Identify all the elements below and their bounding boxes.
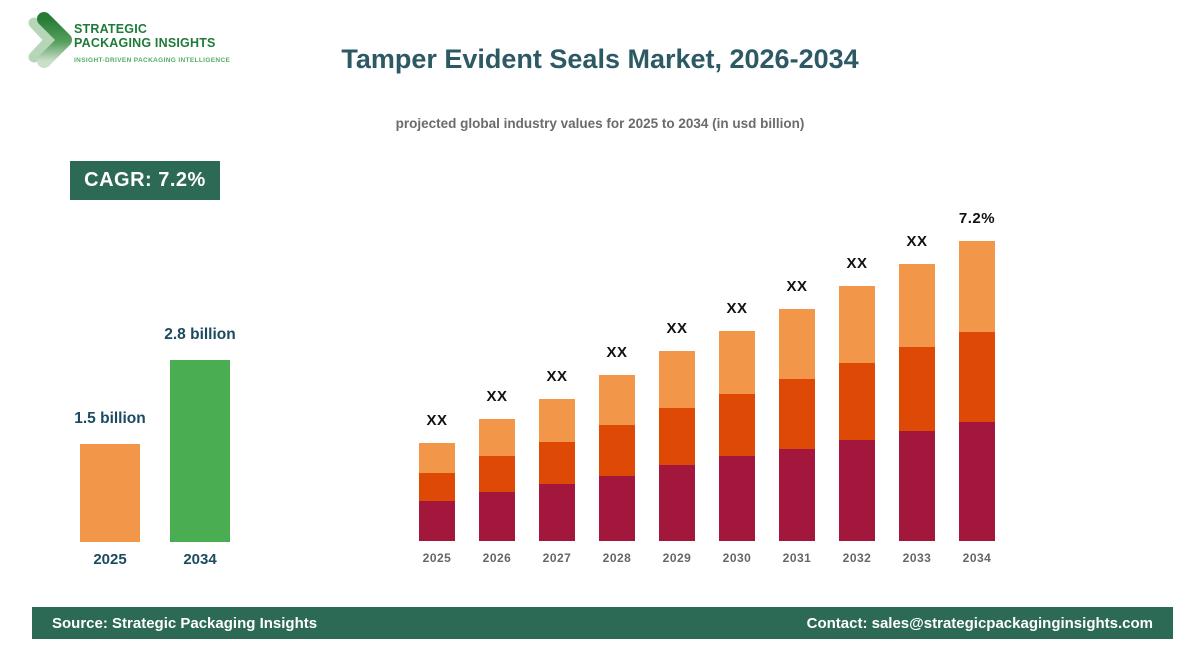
segment-middle	[779, 379, 815, 449]
stacked-bar	[479, 419, 515, 541]
logo: STRATEGIC PACKAGING INSIGHTS INSIGHT-DRI…	[28, 8, 230, 72]
mini-bar-year-label: 2034	[183, 551, 217, 568]
segment-top	[479, 419, 515, 456]
segment-top	[599, 375, 635, 425]
stacked-bar	[779, 309, 815, 541]
segment-middle	[599, 425, 635, 476]
stacked-bar-year-label: 2025	[422, 551, 452, 565]
mini-bar-column: 2.8 billion 2034	[164, 326, 235, 568]
stacked-bar-column: XX 2032	[827, 205, 887, 565]
stacked-bar-value-label: XX	[486, 388, 508, 405]
stacked-bar-value-label: XX	[726, 300, 748, 317]
stacked-bar-year-label: 2033	[902, 551, 932, 565]
segment-bottom	[479, 492, 515, 541]
stacked-bar-value-label: XX	[606, 344, 628, 361]
segment-middle	[899, 347, 935, 431]
footer-source: Source: Strategic Packaging Insights	[52, 614, 318, 632]
summary-bar-chart: 1.5 billion 2025 2.8 billion 2034	[60, 320, 260, 580]
segment-bottom	[719, 456, 755, 541]
stacked-bar	[599, 375, 635, 541]
stacked-bar-year-label: 2029	[662, 551, 692, 565]
stacked-bar-year-label: 2028	[602, 551, 632, 565]
stacked-bar	[959, 241, 995, 541]
stacked-bar-column: XX 2029	[647, 205, 707, 565]
stacked-bar-column: XX 2027	[527, 205, 587, 565]
logo-name-line1: STRATEGIC	[74, 22, 148, 36]
double-chevron-right-icon	[28, 12, 72, 68]
stacked-bar-value-label: 7.2%	[958, 210, 996, 227]
logo-name-line2: PACKAGING INSIGHTS	[74, 36, 216, 50]
segment-top	[899, 264, 935, 347]
stacked-bar-value-label: XX	[786, 278, 808, 295]
segment-bottom	[599, 476, 635, 541]
mini-bar	[80, 444, 140, 542]
page-title: Tamper Evident Seals Market, 2026-2034	[341, 44, 859, 74]
segment-bottom	[899, 431, 935, 541]
segment-top	[419, 443, 455, 473]
stacked-bar	[719, 331, 755, 541]
stacked-bar-year-label: 2026	[482, 551, 512, 565]
stacked-bar-value-label: XX	[546, 368, 568, 385]
stacked-bar-column: XX 2028	[587, 205, 647, 565]
stacked-bar-column: 7.2% 2034	[947, 205, 1007, 565]
page-subtitle: projected global industry values for 202…	[395, 116, 805, 131]
mini-bar-year-label: 2025	[93, 551, 127, 568]
segment-middle	[959, 332, 995, 422]
stacked-bar	[899, 264, 935, 541]
segment-top	[779, 309, 815, 379]
segment-middle	[539, 442, 575, 484]
stacked-bar	[659, 351, 695, 541]
segment-middle	[479, 456, 515, 492]
mini-bar-value-label: 1.5 billion	[74, 410, 146, 427]
mini-bar-value-label: 2.8 billion	[164, 326, 236, 343]
stacked-bar-column: XX 2033	[887, 205, 947, 565]
footer-bar: Source: Strategic Packaging Insights Con…	[32, 607, 1173, 639]
segment-bottom	[959, 422, 995, 541]
segment-top	[839, 286, 875, 363]
stacked-bar-column: XX 2031	[767, 205, 827, 565]
segment-middle	[839, 363, 875, 440]
segment-bottom	[659, 465, 695, 541]
logo-text: STRATEGIC PACKAGING INSIGHTS INSIGHT-DRI…	[74, 8, 230, 72]
stacked-bar-value-label: XX	[426, 412, 448, 429]
stacked-bar-column: XX 2025	[407, 205, 467, 565]
stacked-bar-year-label: 2034	[962, 551, 992, 565]
stacked-bar-year-label: 2031	[782, 551, 812, 565]
segment-top	[539, 399, 575, 442]
mini-bar	[170, 360, 230, 542]
stacked-bar-value-label: XX	[846, 255, 868, 272]
stacked-bar-column: XX 2026	[467, 205, 527, 565]
segment-bottom	[419, 501, 455, 541]
segment-middle	[419, 473, 455, 501]
segment-middle	[719, 394, 755, 456]
stacked-bar-chart: XX 2025 XX 2026 XX 2027 XX 2028 XX 2029 XX 2030 XX 20…	[407, 205, 1050, 565]
segment-top	[959, 241, 995, 332]
stacked-bar-value-label: XX	[666, 320, 688, 337]
cagr-badge: CAGR: 7.2%	[70, 161, 220, 200]
stacked-bar-year-label: 2032	[842, 551, 872, 565]
segment-bottom	[839, 440, 875, 541]
segment-bottom	[539, 484, 575, 541]
segment-top	[719, 331, 755, 394]
segment-top	[659, 351, 695, 408]
stacked-bar-column: XX 2030	[707, 205, 767, 565]
logo-tagline: INSIGHT-DRIVEN PACKAGING INTELLIGENCE	[74, 57, 231, 64]
segment-bottom	[779, 449, 815, 541]
stacked-bar-year-label: 2030	[722, 551, 752, 565]
stacked-bar	[539, 399, 575, 541]
stacked-bar-year-label: 2027	[542, 551, 572, 565]
stacked-bar	[419, 443, 455, 541]
stacked-bar	[839, 286, 875, 541]
stacked-bar-value-label: XX	[906, 233, 928, 250]
footer-contact: Contact: sales@strategicpackaginginsight…	[806, 614, 1153, 632]
mini-bar-column: 1.5 billion 2025	[74, 360, 145, 568]
segment-middle	[659, 408, 695, 465]
